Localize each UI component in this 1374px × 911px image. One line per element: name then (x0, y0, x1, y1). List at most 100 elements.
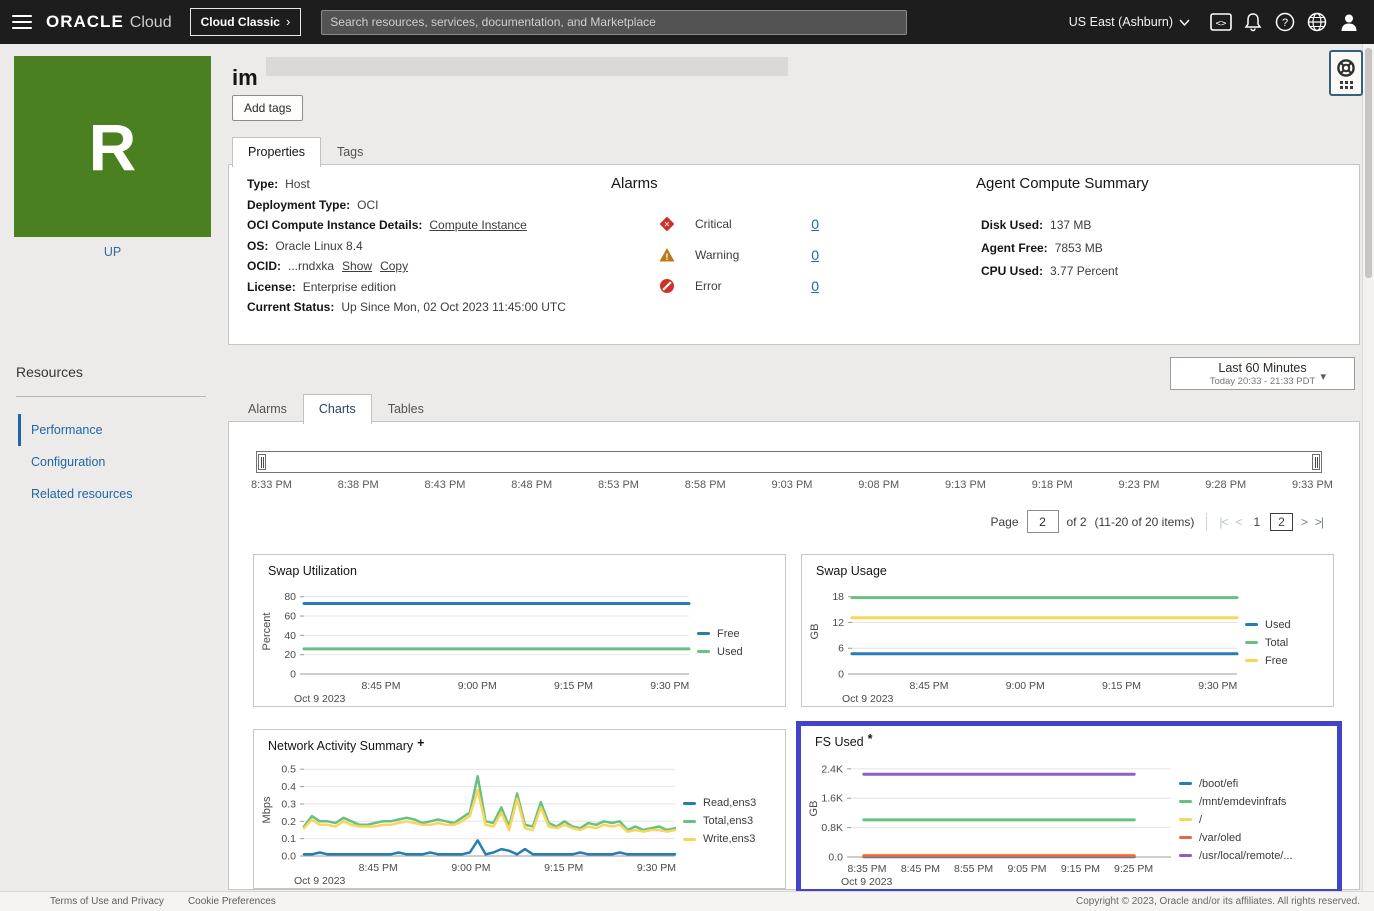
legend-item-read-ens3[interactable]: Read,ens3 (683, 797, 775, 809)
property-value: Up Since Mon, 02 Oct 2023 11:45:00 UTC (341, 300, 566, 314)
charts-tab-tables[interactable]: Tables (387, 402, 424, 416)
chart-body: 0 6 12 18 GB 8:45 PM 9:00 PM 9:15 PM 9:30 PM Oct … (806, 581, 1331, 704)
legend-item-total[interactable]: Total (1245, 637, 1323, 649)
console-icon[interactable]: <> (1206, 7, 1236, 37)
slider-left-handle[interactable] (258, 454, 266, 470)
user-avatar-icon[interactable] (1334, 7, 1364, 37)
slider-tick-label: 8:38 PM (337, 479, 379, 491)
language-globe-icon[interactable] (1302, 7, 1332, 37)
y-tick-label: 6 (838, 643, 844, 655)
page-number-2[interactable]: 2 (1270, 512, 1293, 531)
chart-body: 0.0 0.1 0.2 0.3 0.4 0.5 Mbps 8:45 PM 9:00 PM 9:15… (258, 756, 783, 886)
legend-item-used[interactable]: Used (697, 646, 775, 658)
property-label: OCI Compute Instance Details: (247, 218, 423, 232)
y-axis-label: Percent (261, 613, 273, 651)
y-tick-label: 0.2 (281, 816, 296, 828)
region-selector[interactable]: US East (Ashburn) (1069, 15, 1190, 29)
next-page-button[interactable]: > (1300, 514, 1308, 529)
chart-legend: Free Used (697, 628, 775, 658)
legend-item-item[interactable]: / (1179, 814, 1327, 826)
help-launcher-widget[interactable] (1329, 50, 1363, 96)
legend-item-write-ens3[interactable]: Write,ens3 (683, 833, 775, 845)
link-compute-instance[interactable]: Compute Instance (429, 218, 527, 232)
property-value: OCI (357, 197, 379, 212)
legend-item-usr-local-remote[interactable]: /usr/local/remote/... (1179, 850, 1327, 862)
warning-icon: ! (659, 247, 675, 263)
legend-item-free[interactable]: Free (697, 628, 775, 640)
legend-item-total-ens3[interactable]: Total,ens3 (683, 815, 775, 827)
agent-compute-summary-section: Agent Compute Summary Disk Used: 137 MB Ag… (976, 175, 1149, 287)
legend-item-free[interactable]: Free (1245, 655, 1323, 667)
resources-divider (16, 396, 206, 397)
slider-tick-label: 9:28 PM (1205, 479, 1247, 491)
legend-swatch (1179, 836, 1192, 839)
target-status-tile: R (14, 56, 211, 237)
footer-link-terms-of-use-and-privacy[interactable]: Terms of Use and Privacy (50, 896, 164, 907)
oracle-logo-text: ORACLE (46, 12, 124, 31)
y-tick-label: 0.0 (281, 851, 296, 863)
legend-label: Used (717, 645, 743, 658)
page-scrollbar[interactable] (1362, 44, 1374, 892)
cloud-classic-button[interactable]: Cloud Classic › (189, 8, 302, 36)
legend-item-var-oled[interactable]: /var/oled (1179, 832, 1327, 844)
legend-item-used[interactable]: Used (1245, 619, 1323, 631)
charts-tab-charts[interactable]: Charts (302, 394, 372, 424)
slider-right-handle[interactable] (1312, 454, 1320, 470)
sidebar-item-related-resources[interactable]: Related resources (31, 487, 133, 501)
x-tick-label: 9:25 PM (1114, 863, 1153, 875)
alarm-count-link[interactable]: 0 (811, 246, 819, 263)
legend-item-mnt-emdevinfrafs[interactable]: /mnt/emdevinfrafs (1179, 796, 1327, 808)
legend-swatch (697, 650, 710, 653)
link-show[interactable]: Show (342, 259, 373, 273)
copyright-text: Copyright © 2023, Oracle and/or its affi… (1076, 896, 1360, 907)
legend-swatch (1245, 641, 1258, 644)
x-tick-label: 9:00 PM (458, 680, 497, 692)
chart-title-text: Swap Usage (816, 564, 887, 578)
first-page-button[interactable]: |< (1219, 514, 1228, 529)
legend-label: Used (1265, 618, 1291, 631)
hamburger-menu-icon[interactable] (12, 15, 32, 29)
time-range-dropdown[interactable]: Last 60 Minutes Today 20:33 - 21:33 PDT … (1170, 357, 1355, 390)
sidebar-item-performance[interactable]: Performance (18, 414, 208, 446)
fs-used-highlight-border: FS Used * 0.0 0.8K 1.6K 2.4K GB 8:35 PM 8:45 PM 8… (796, 721, 1342, 894)
search-input[interactable] (321, 9, 908, 35)
scrollbar-thumb[interactable] (1365, 48, 1372, 278)
footer-link-cookie-preferences[interactable]: Cookie Preferences (187, 896, 276, 907)
legend-label: /usr/local/remote/... (1199, 849, 1293, 862)
slider-tick-label: 9:08 PM (858, 479, 900, 491)
page-input[interactable] (1026, 510, 1059, 533)
cloud-classic-label: Cloud Classic (200, 15, 280, 29)
tab-properties[interactable]: Properties (232, 137, 321, 167)
legend-item-boot-efi[interactable]: /boot/efi (1179, 778, 1327, 790)
sidebar-item-configuration[interactable]: Configuration (31, 455, 106, 469)
help-icon[interactable]: ? (1270, 7, 1300, 37)
legend-swatch (1245, 659, 1258, 662)
y-tick-label: 0 (838, 669, 844, 681)
x-axis-date-label: Oct 9 2023 (294, 693, 346, 704)
alarm-count-link[interactable]: 0 (811, 277, 819, 294)
property-label: Deployment Type: (247, 197, 351, 212)
oracle-cloud-logo[interactable]: ORACLE Cloud (46, 12, 172, 32)
tab-tags[interactable]: Tags (336, 145, 364, 159)
x-axis-date-label: Oct 9 2023 (841, 876, 893, 887)
page-number-1[interactable]: 1 (1253, 514, 1261, 529)
legend-label: Total (1265, 636, 1289, 649)
y-tick-label: 0.3 (281, 798, 296, 810)
notifications-icon[interactable] (1238, 7, 1268, 37)
alarm-count-link[interactable]: 0 (811, 215, 819, 232)
property-row-type: Type: Host (247, 177, 566, 192)
charts-tab-alarms[interactable]: Alarms (248, 402, 287, 416)
chart-legend: Read,ens3 Total,ens3 Write,ens3 (683, 797, 775, 845)
legend-swatch (683, 837, 696, 841)
page-label: Page (990, 514, 1019, 529)
y-tick-label: 80 (284, 591, 296, 603)
agent-field-disk-used: Disk Used: 137 MB (981, 218, 1149, 232)
link-copy[interactable]: Copy (380, 259, 409, 273)
add-tags-button[interactable]: Add tags (232, 95, 304, 121)
time-slider-track[interactable] (256, 451, 1322, 473)
prev-page-button[interactable]: < (1235, 514, 1242, 529)
slider-tick-label: 8:33 PM (251, 479, 292, 491)
last-page-button[interactable]: >| (1314, 514, 1324, 529)
y-tick-label: 20 (284, 649, 296, 661)
